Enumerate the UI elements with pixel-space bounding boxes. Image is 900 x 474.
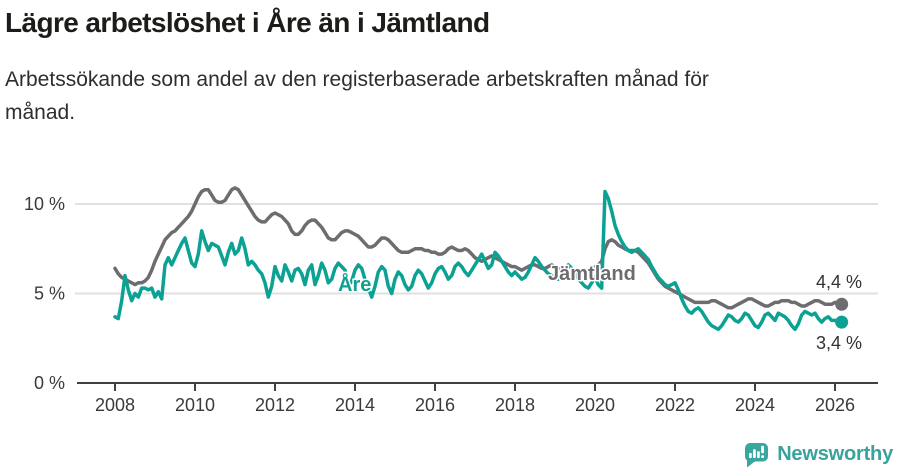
- x-tick-label: 2012: [255, 395, 295, 415]
- jamtland-end-dot: [835, 297, 849, 311]
- page-title: Lägre arbetslöshet i Åre än i Jämtland: [5, 7, 490, 38]
- y-tick-label: 5 %: [34, 284, 65, 304]
- x-tick-label: 2018: [495, 395, 535, 415]
- x-tick-label: 2022: [655, 395, 695, 415]
- jamtland-series-label: Jämtland: [548, 263, 636, 285]
- brand-wordmark: Newsworthy: [777, 443, 893, 465]
- x-tick-label: 2014: [335, 395, 375, 415]
- x-tick-label: 2010: [175, 395, 215, 415]
- are-line: [113, 189, 844, 332]
- jamtland-end-value: 4,4 %: [816, 272, 862, 292]
- x-tick-label: 2024: [735, 395, 775, 415]
- x-tick-label: 2020: [575, 395, 615, 415]
- bar-chart-speech-bubble-icon: [745, 443, 769, 468]
- x-tick-label: 2016: [415, 395, 455, 415]
- are-end-dot: [835, 315, 849, 329]
- chart-header: Lägre arbetslöshet i Åre än i Jämtland A…: [5, 6, 880, 129]
- subtitle-line-1: Arbetssökande som andel av den registerb…: [5, 67, 709, 91]
- jamtland-line: [113, 186, 844, 310]
- subtitle-line-2: månad.: [5, 100, 76, 124]
- chart-subtitle: Arbetssökande som andel av den registerb…: [5, 63, 880, 129]
- newsworthy-logo: Newsworthy: [743, 441, 893, 468]
- are-end-value: 3,4 %: [816, 333, 862, 353]
- y-tick-label: 0 %: [34, 373, 65, 393]
- y-tick-label: 10 %: [24, 194, 65, 214]
- x-tick-label: 2026: [815, 395, 855, 415]
- are-series-label: Åre: [338, 272, 371, 296]
- x-tick-label: 2008: [95, 395, 135, 415]
